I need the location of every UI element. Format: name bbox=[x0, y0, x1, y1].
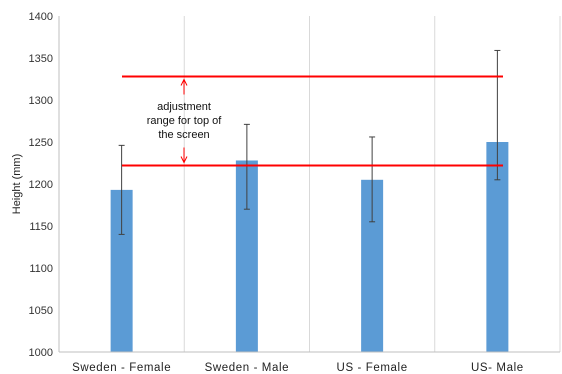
y-tick-label: 1150 bbox=[29, 221, 53, 233]
y-tick-label: 1200 bbox=[29, 179, 53, 191]
annotation: adjustment range for top of the screen bbox=[147, 78, 223, 164]
y-axis-title: Height (mm) bbox=[11, 154, 23, 215]
x-tick-label: Sweden - Female bbox=[72, 362, 171, 374]
annotation-text: range for top of bbox=[147, 115, 223, 127]
arrow-up-head bbox=[180, 78, 188, 86]
y-tick-label: 1100 bbox=[29, 263, 53, 275]
x-tick-label: US- Male bbox=[471, 362, 524, 374]
reference-lines bbox=[122, 75, 503, 167]
y-tick-label: 1350 bbox=[29, 53, 53, 65]
y-tick-label: 1050 bbox=[29, 305, 53, 317]
axes: 1000 1050 1100 1150 1200 1250 1300 1350 1400 Swed… bbox=[29, 11, 560, 374]
annotation-text: adjustment bbox=[157, 101, 211, 113]
annotation-text: the screen bbox=[158, 129, 209, 141]
x-tick-label: Sweden - Male bbox=[205, 362, 290, 374]
gridlines bbox=[183, 16, 561, 352]
y-tick-label: 1300 bbox=[29, 95, 53, 107]
bar bbox=[110, 189, 133, 352]
bars bbox=[110, 142, 509, 352]
bar bbox=[235, 160, 258, 352]
bar bbox=[486, 142, 509, 352]
error-bars bbox=[118, 49, 501, 235]
bar bbox=[361, 179, 384, 352]
y-tick-label: 1000 bbox=[29, 347, 53, 359]
y-tick-label: 1250 bbox=[29, 137, 53, 149]
y-tick-label: 1400 bbox=[29, 11, 53, 23]
x-tick-label: US - Female bbox=[337, 362, 408, 374]
arrow-down-head bbox=[180, 156, 188, 164]
